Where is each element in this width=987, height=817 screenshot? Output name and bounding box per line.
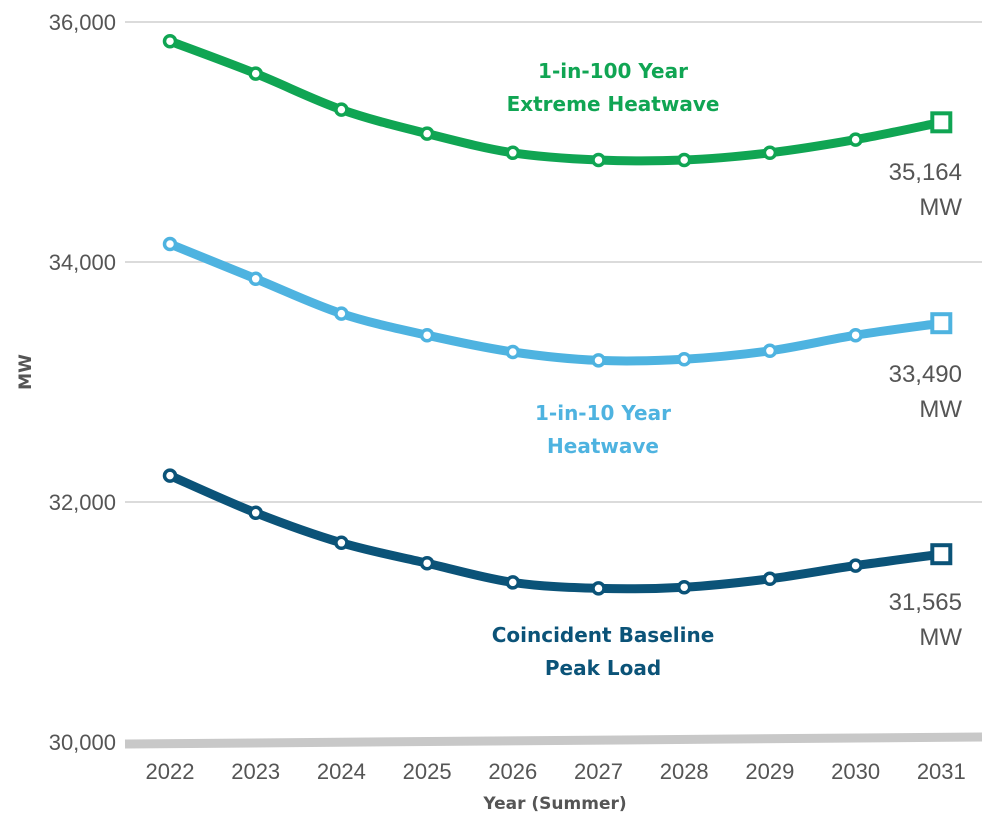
x-tick-label: 2027 <box>574 759 623 784</box>
data-point <box>162 236 178 252</box>
data-point <box>591 581 606 596</box>
end-value-label: 35,164 <box>889 159 962 186</box>
series-label: 1-in-100 Year <box>538 59 688 83</box>
series-label: 1-in-10 Year <box>535 401 671 425</box>
end-value-label: 31,565 <box>889 589 962 616</box>
x-tick-label: 2024 <box>317 759 366 784</box>
data-point <box>591 353 606 368</box>
series-labels: 1-in-100 Year Extreme Heatwave 35,164 MW 1-i… <box>492 59 963 680</box>
end-value-label: MW <box>919 194 962 221</box>
data-point-end <box>930 312 953 335</box>
gridlines <box>125 21 982 503</box>
data-point <box>591 152 606 168</box>
data-point <box>162 468 178 483</box>
x-tick-label: 2029 <box>745 759 794 784</box>
series-line <box>165 239 946 366</box>
x-tick-label: 2026 <box>488 759 537 784</box>
y-axis-title: MW <box>16 354 36 390</box>
y-tick-label: 36,000 <box>49 10 116 35</box>
x-axis-title: Year (Summer) <box>482 794 626 814</box>
x-tick-label: 2030 <box>831 759 880 784</box>
data-point <box>334 535 349 551</box>
data-point-end <box>930 543 953 566</box>
x-tick-label: 2022 <box>146 759 195 784</box>
x-tick-label: 2031 <box>917 759 966 784</box>
data-point <box>676 579 692 595</box>
data-point <box>848 327 863 343</box>
data-point <box>848 132 863 147</box>
x-tick-label: 2028 <box>660 759 709 784</box>
data-point <box>248 505 263 521</box>
x-tick-label: 2023 <box>231 759 280 784</box>
end-value-label: MW <box>919 396 962 423</box>
series-label: Peak Load <box>545 656 661 680</box>
y-tick-label: 32,000 <box>49 490 116 515</box>
data-point <box>676 351 692 367</box>
y-axis-ticks: 30,000 32,000 34,000 36,000 <box>49 10 116 755</box>
data-point <box>419 555 435 571</box>
data-point <box>505 145 521 161</box>
data-point <box>334 306 349 321</box>
series-label: Coincident Baseline <box>492 623 715 647</box>
data-point <box>505 575 521 590</box>
data-point <box>162 33 178 49</box>
series-label: Heatwave <box>547 434 659 458</box>
data-point <box>762 571 778 587</box>
data-point <box>762 145 778 161</box>
end-value-label: MW <box>919 624 962 651</box>
data-point <box>676 152 692 168</box>
y-tick-label: 34,000 <box>49 250 116 275</box>
x-axis-ticks: 2022 2023 2024 2025 2026 2027 2028 2029 2030 2031 <box>146 759 966 784</box>
data-point <box>848 558 863 573</box>
x-axis-baseline <box>124 732 983 749</box>
y-tick-label: 30,000 <box>49 730 116 755</box>
data-point <box>762 343 778 359</box>
data-point <box>419 327 435 343</box>
series-line <box>165 36 946 166</box>
x-tick-label: 2025 <box>403 759 452 784</box>
data-point <box>505 344 521 360</box>
data-point <box>248 271 263 287</box>
data-point <box>334 102 349 117</box>
end-value-label: 33,490 <box>889 361 962 388</box>
data-point <box>248 66 263 81</box>
series-line <box>165 471 946 594</box>
data-point-end <box>930 111 953 134</box>
data-point <box>419 126 435 141</box>
series-label: Extreme Heatwave <box>507 92 720 116</box>
series-group <box>162 33 953 596</box>
